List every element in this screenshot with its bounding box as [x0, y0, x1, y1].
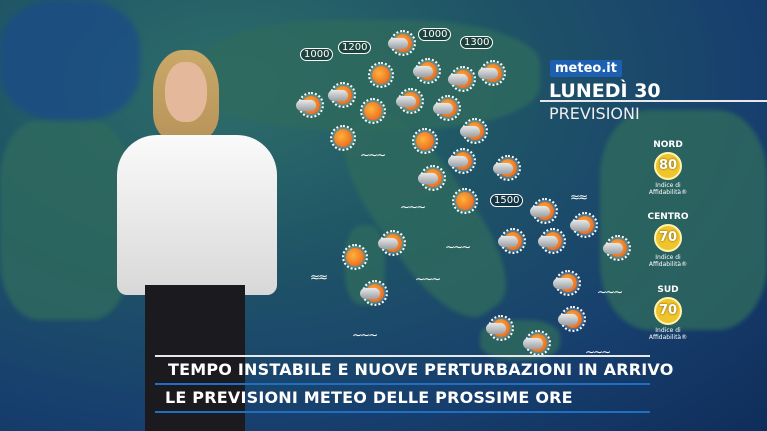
sun-cloud-icon — [553, 270, 581, 296]
sun-cloud-icon — [433, 95, 461, 121]
sun-cloud-icon — [523, 330, 551, 356]
snow-level-value: 1500 — [490, 194, 524, 207]
sea-waves-icon: ≈≈ — [570, 190, 588, 204]
reliability-badge: 70 — [654, 297, 682, 325]
sun-icon — [360, 98, 386, 124]
forecast-day: LUNEDÌ 30 — [549, 80, 661, 102]
ticker-bottom-line — [155, 411, 650, 413]
reliability-caption: Indice di Affidabilità® — [648, 182, 688, 196]
sea-waves-icon: ≈≈ — [310, 270, 328, 284]
reliability-caption: Indice di Affidabilità® — [648, 327, 688, 341]
sea-waves-icon: ∼∼∼ — [400, 200, 426, 214]
snow-level-value: 1000 — [300, 48, 334, 61]
snow-level-label: 1000 — [418, 22, 452, 48]
ticker-divider — [155, 383, 650, 385]
sun-cloud-icon — [413, 58, 441, 84]
region-centro: CENTRO 70 Indice di Affidabilità® — [643, 212, 693, 268]
header-divider — [540, 100, 767, 102]
sun-cloud-icon — [493, 155, 521, 181]
sun-icon — [452, 188, 478, 214]
snow-level-value: 1200 — [338, 41, 372, 54]
map-land-iberia — [0, 120, 130, 320]
reliability-badge: 70 — [654, 224, 682, 252]
snow-level-value: 1300 — [460, 36, 494, 49]
sun-cloud-icon — [530, 198, 558, 224]
sun-cloud-icon — [498, 228, 526, 254]
snow-level-label: 1000 — [300, 42, 334, 68]
sun-cloud-icon — [486, 315, 514, 341]
map-sea-atlantic — [0, 0, 140, 120]
sea-waves-icon: ∼∼∼ — [360, 148, 386, 162]
sea-waves-icon: ∼∼∼ — [597, 285, 623, 299]
sea-waves-icon: ∼∼∼ — [352, 328, 378, 342]
snow-level-value: 1000 — [418, 28, 452, 41]
presenter — [105, 50, 290, 431]
sun-icon — [412, 128, 438, 154]
sun-icon — [368, 62, 394, 88]
meteo-logo: meteo.it — [550, 60, 622, 77]
map-land-balkans — [600, 110, 767, 330]
region-sud: SUD 70 Indice di Affidabilità® — [643, 285, 693, 341]
sun-cloud-icon — [396, 88, 424, 114]
sun-cloud-icon — [603, 235, 631, 261]
sun-icon — [342, 244, 368, 270]
forecast-subtitle: PREVISIONI — [549, 104, 640, 123]
ticker-top-line — [155, 355, 650, 357]
ticker-subline: LE PREVISIONI METEO DELLE PROSSIME ORE — [165, 388, 573, 407]
sun-cloud-icon — [418, 165, 446, 191]
sun-cloud-icon — [448, 148, 476, 174]
sun-cloud-icon — [296, 92, 324, 118]
region-name: NORD — [653, 140, 683, 150]
sun-cloud-icon — [360, 280, 388, 306]
sea-waves-icon: ∼∼∼ — [415, 272, 441, 286]
sun-cloud-icon — [478, 60, 506, 86]
sea-waves-icon: ∼∼∼ — [445, 240, 471, 254]
sun-icon — [330, 125, 356, 151]
ticker-headline: TEMPO INSTABILE E NUOVE PERTURBAZIONI IN… — [168, 360, 674, 379]
snow-level-label: 1300 — [460, 30, 494, 56]
sun-cloud-icon — [388, 30, 416, 56]
snow-level-label: 1500 — [490, 188, 524, 214]
reliability-badge: 80 — [654, 152, 682, 180]
sun-cloud-icon — [460, 118, 488, 144]
reliability-caption: Indice di Affidabilità® — [648, 254, 688, 268]
region-name: SUD — [657, 285, 679, 295]
sun-cloud-icon — [448, 66, 476, 92]
sun-cloud-icon — [378, 230, 406, 256]
sun-cloud-icon — [570, 212, 598, 238]
sun-cloud-icon — [538, 228, 566, 254]
sun-cloud-icon — [558, 306, 586, 332]
snow-level-label: 1200 — [338, 35, 372, 61]
sun-cloud-icon — [328, 82, 356, 108]
region-nord: NORD 80 Indice di Affidabilità® — [643, 140, 693, 196]
region-name: CENTRO — [647, 212, 689, 222]
